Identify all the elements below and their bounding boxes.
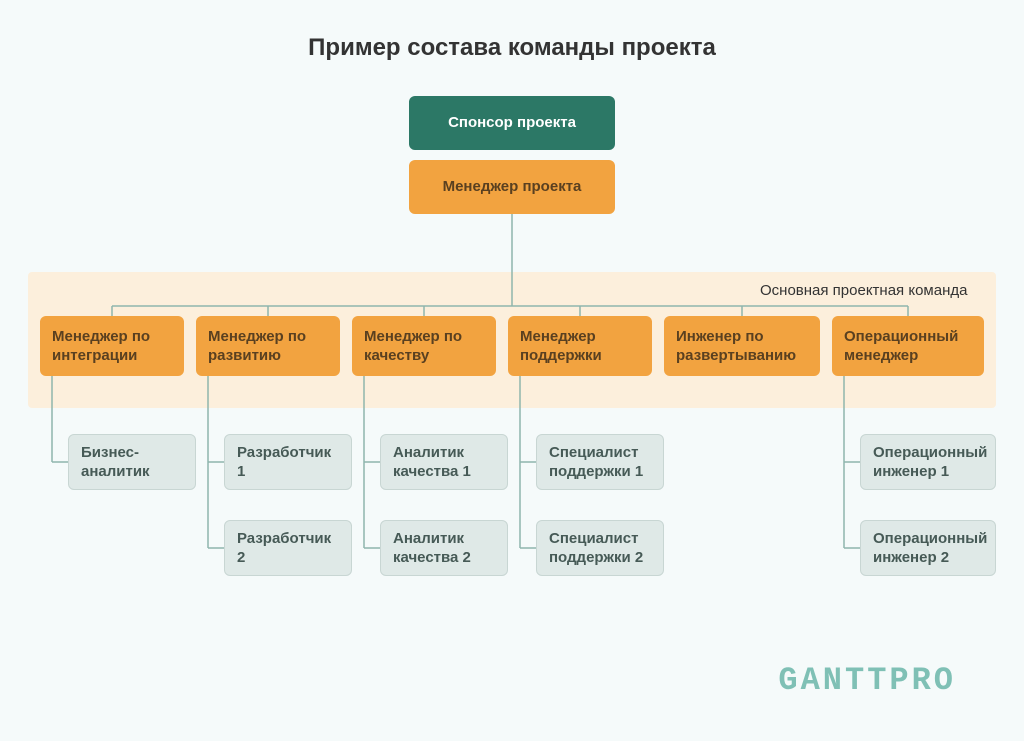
org-chart-canvas: Основная проектная команда Спонсор проек… xyxy=(0,0,1024,741)
child-quality-0: Аналитик качества 1 xyxy=(380,434,508,490)
child-integration-0: Бизнес-аналитик xyxy=(68,434,196,490)
ganttpro-logo: GANTTPRO xyxy=(778,662,956,699)
child-quality-1: Аналитик качества 2 xyxy=(380,520,508,576)
child-operations-0: Операционный инженер 1 xyxy=(860,434,996,490)
child-development-0: Разработчик 1 xyxy=(224,434,352,490)
core-team-panel-label: Основная проектная команда xyxy=(760,282,967,299)
column-integration: Менеджер по интеграции xyxy=(40,316,184,376)
child-support-1: Специалист поддержки 2 xyxy=(536,520,664,576)
column-support: Менеджер поддержки xyxy=(508,316,652,376)
column-quality: Менеджер по качеству xyxy=(352,316,496,376)
child-support-0: Специалист поддержки 1 xyxy=(536,434,664,490)
child-operations-1: Операционный инженер 2 xyxy=(860,520,996,576)
column-deployment: Инженер по развертыванию xyxy=(664,316,820,376)
column-development: Менеджер по развитию xyxy=(196,316,340,376)
sponsor-node: Спонсор проекта xyxy=(409,96,615,150)
project-manager-node: Менеджер проекта xyxy=(409,160,615,214)
column-operations: Операционный менеджер xyxy=(832,316,984,376)
child-development-1: Разработчик 2 xyxy=(224,520,352,576)
